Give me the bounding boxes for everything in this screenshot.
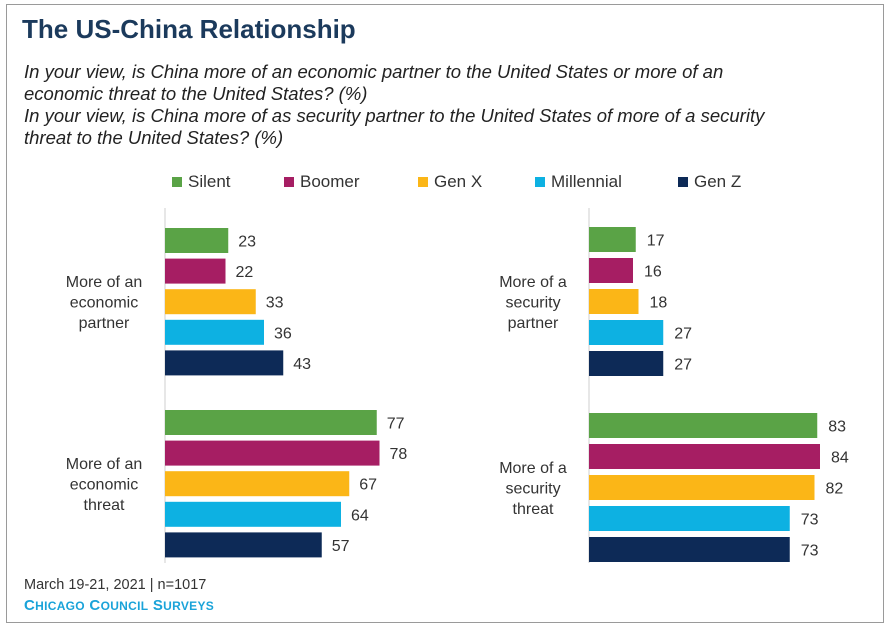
legend-label-genx: Gen X bbox=[434, 172, 483, 191]
data-label-panel2-cat2-boomer: 84 bbox=[831, 450, 849, 467]
subtitle-economic: In your view, is China more of an econom… bbox=[24, 61, 723, 105]
category-label-panel1-cat2-line1: More of an bbox=[66, 456, 142, 473]
data-label-panel2-cat2-genz: 73 bbox=[801, 543, 819, 560]
category-label-panel2-cat2-line2: security bbox=[505, 481, 560, 498]
data-label-panel2-cat2-genx: 82 bbox=[826, 481, 844, 498]
data-label-panel2-cat1-genx: 18 bbox=[650, 295, 668, 312]
bar-panel2-cat2-silent bbox=[589, 413, 818, 438]
data-label-panel2-cat1-silent: 17 bbox=[647, 233, 665, 250]
legend-swatch-genz bbox=[678, 177, 688, 187]
survey-footnote: March 19-21, 2021 | n=1017 bbox=[24, 577, 207, 593]
bar-panel1-cat1-genx bbox=[165, 289, 256, 315]
subtitle-economic-line-2: economic threat to the United States? (%… bbox=[24, 83, 368, 104]
subtitle-security-line-2: threat to the United States? (%) bbox=[24, 127, 284, 148]
data-label-panel2-cat1-boomer: 16 bbox=[644, 264, 662, 281]
legend-label-millennial: Millennial bbox=[551, 172, 622, 191]
category-label-panel2-cat1-line1: More of a bbox=[499, 274, 567, 291]
data-label-panel1-cat2-silent: 77 bbox=[387, 416, 405, 433]
chart-title: The US-China Relationship bbox=[22, 14, 356, 44]
category-label-panel1-cat1-line3: partner bbox=[79, 315, 130, 332]
bar-panel2-cat1-genx bbox=[589, 289, 639, 314]
legend-label-genz: Gen Z bbox=[694, 172, 742, 191]
bar-panel2-cat2-boomer bbox=[589, 444, 820, 469]
source-text: CHICAGO COUNCIL SURVEYS bbox=[24, 597, 215, 614]
bar-panel1-cat1-silent bbox=[165, 228, 229, 253]
category-label-panel1-cat2-line3: threat bbox=[84, 497, 125, 514]
legend-item-millennial: Millennial bbox=[535, 172, 622, 192]
data-label-panel2-cat2-millennial: 73 bbox=[801, 512, 819, 529]
category-label-panel2-cat2-line1: More of a bbox=[499, 460, 567, 477]
legend-item-silent: Silent bbox=[172, 172, 231, 192]
bar-panel2-cat2-millennial bbox=[589, 506, 790, 531]
legend-item-genz: Gen Z bbox=[678, 172, 741, 192]
bar-panel1-cat1-genz bbox=[165, 350, 284, 376]
bar-panel1-cat1-boomer bbox=[165, 258, 226, 284]
data-label-panel2-cat1-genz: 27 bbox=[674, 357, 692, 374]
bar-panel2-cat2-genx bbox=[589, 475, 815, 500]
bar-panel2-cat2-genz bbox=[589, 537, 790, 562]
legend-swatch-silent bbox=[172, 177, 182, 187]
legend-item-genx: Gen X bbox=[418, 172, 482, 192]
legend-swatch-millennial bbox=[535, 177, 545, 187]
bar-panel1-cat2-genz bbox=[165, 532, 322, 558]
category-label-panel2-cat1-line2: security bbox=[505, 295, 560, 312]
source-credit: CHICAGO COUNCIL SURVEYS bbox=[24, 597, 214, 614]
legend-swatch-boomer bbox=[284, 177, 294, 187]
data-label-panel1-cat1-boomer: 22 bbox=[236, 264, 254, 281]
bar-panel1-cat2-millennial bbox=[165, 501, 341, 527]
subtitle-economic-line-1: In your view, is China more of an econom… bbox=[24, 61, 724, 82]
bar-panel1-cat2-boomer bbox=[165, 440, 380, 466]
bar-panel2-cat1-boomer bbox=[589, 258, 633, 283]
bar-panel2-cat1-silent bbox=[589, 227, 636, 252]
bar-panel2-cat1-millennial bbox=[589, 320, 664, 345]
subtitle-security: In your view, is China more of as securi… bbox=[24, 105, 764, 149]
data-label-panel1-cat1-millennial: 36 bbox=[274, 325, 292, 342]
category-label-panel1-cat1-line1: More of an bbox=[66, 274, 142, 291]
subtitle-security-line-1: In your view, is China more of as securi… bbox=[24, 105, 765, 126]
legend-label-boomer: Boomer bbox=[300, 172, 360, 191]
bar-panel2-cat1-genz bbox=[589, 351, 664, 376]
legend-swatch-genx bbox=[418, 177, 428, 187]
data-label-panel1-cat2-genx: 67 bbox=[359, 477, 377, 494]
data-label-panel1-cat2-genz: 57 bbox=[332, 538, 350, 555]
data-label-panel1-cat1-silent: 23 bbox=[238, 234, 256, 251]
data-label-panel1-cat1-genx: 33 bbox=[266, 295, 284, 312]
category-label-panel1-cat1-line2: economic bbox=[70, 295, 138, 312]
category-label-panel2-cat2-line3: threat bbox=[513, 501, 554, 518]
bar-panel1-cat2-genx bbox=[165, 471, 350, 497]
data-label-panel2-cat1-millennial: 27 bbox=[674, 326, 692, 343]
category-label-panel1-cat2-line2: economic bbox=[70, 477, 138, 494]
legend-label-silent: Silent bbox=[188, 172, 231, 191]
bar-panel1-cat2-silent bbox=[165, 410, 377, 435]
data-label-panel1-cat2-millennial: 64 bbox=[351, 507, 369, 524]
data-label-panel2-cat2-silent: 83 bbox=[828, 419, 846, 436]
data-label-panel1-cat1-genz: 43 bbox=[293, 356, 311, 373]
legend-item-boomer: Boomer bbox=[284, 172, 360, 192]
bar-panel1-cat1-millennial bbox=[165, 319, 264, 345]
category-label-panel2-cat1-line3: partner bbox=[508, 315, 559, 332]
data-label-panel1-cat2-boomer: 78 bbox=[390, 446, 408, 463]
